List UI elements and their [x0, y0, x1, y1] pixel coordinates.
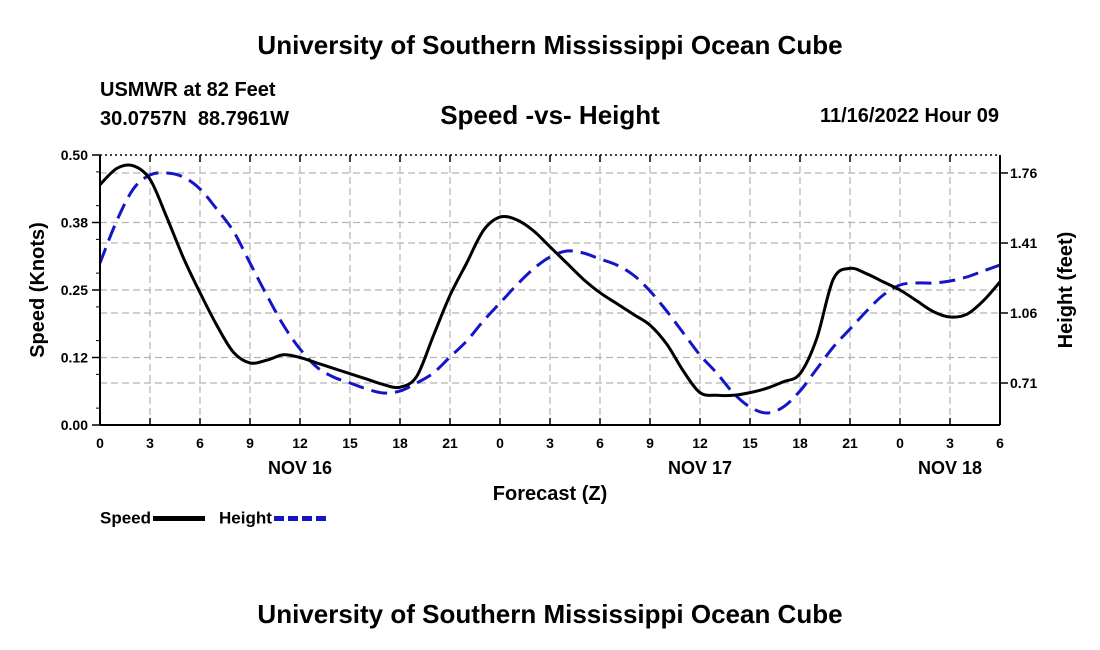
x-tick-label: 0: [896, 435, 904, 451]
page-title: University of Southern Mississippi Ocean…: [257, 30, 843, 60]
x-tick-label: 12: [292, 435, 308, 451]
y-tick-label-right: 0.71: [1010, 375, 1037, 391]
series-line-height: [98, 171, 1001, 415]
x-tick-label: 0: [96, 435, 104, 451]
y-tick-label-left: 0.38: [61, 215, 88, 231]
legend-height-swatch: [273, 516, 326, 522]
y-tick-label-left: 0.12: [61, 350, 88, 366]
x-tick-label: 15: [342, 435, 358, 451]
x-tick-label: 0: [496, 435, 504, 451]
series-line-speed: [98, 163, 1002, 398]
y-tick-label-left: 0.25: [61, 282, 88, 298]
x-tick-label: 21: [442, 435, 458, 451]
legend-speed-swatch: [153, 516, 206, 522]
date-label: NOV 17: [668, 458, 732, 478]
x-tick-label: 15: [742, 435, 758, 451]
y-tick-label-left: 0.50: [61, 147, 88, 163]
y-tick-label-right: 1.06: [1010, 305, 1037, 321]
x-tick-label: 9: [246, 435, 254, 451]
y-tick-label-right: 1.41: [1010, 235, 1037, 251]
station-name: USMWR at 82 Feet: [100, 79, 276, 101]
station-coords: 30.0757N 88.7961W: [100, 108, 290, 130]
x-tick-label: 6: [196, 435, 204, 451]
x-tick-label: 21: [842, 435, 858, 451]
station-info: USMWR at 82 Feet 30.0757N 88.7961W: [100, 76, 289, 134]
x-tick-label: 9: [646, 435, 654, 451]
x-tick-label: 6: [996, 435, 1004, 451]
series-layer: [98, 163, 1002, 415]
x-tick-label: 3: [546, 435, 554, 451]
date-label: NOV 18: [918, 458, 982, 478]
x-tick-label: 6: [596, 435, 604, 451]
forecast-datetime: 11/16/2022 Hour 09: [819, 105, 999, 127]
x-tick-label: 12: [692, 435, 708, 451]
y-tick-label-left: 0.00: [61, 417, 88, 433]
chart-title: Speed -vs- Height: [440, 100, 660, 130]
grid-layer: [100, 155, 1000, 425]
legend-height-label: Height: [219, 508, 272, 528]
x-tick-label: 18: [792, 435, 808, 451]
x-axis-title: Forecast (Z): [493, 483, 607, 505]
y-axis-right-title: Height (feet): [1055, 232, 1077, 349]
legend: Speed Height: [100, 508, 326, 529]
axis-layer: 0 3 6 9 12 15 18 21 0 3 6 9 12 15 18 21 0 3 6 0.00 0.12 0.25 0…: [61, 147, 1038, 478]
legend-speed-label: Speed: [100, 508, 152, 528]
footer-title: University of Southern Mississippi Ocean…: [257, 599, 843, 629]
y-tick-label-right: 1.76: [1010, 165, 1037, 181]
x-tick-label: 18: [392, 435, 408, 451]
x-tick-label: 3: [946, 435, 954, 451]
date-label: NOV 16: [268, 458, 332, 478]
x-tick-label: 3: [146, 435, 154, 451]
y-axis-left-title: Speed (Knots): [27, 222, 49, 358]
